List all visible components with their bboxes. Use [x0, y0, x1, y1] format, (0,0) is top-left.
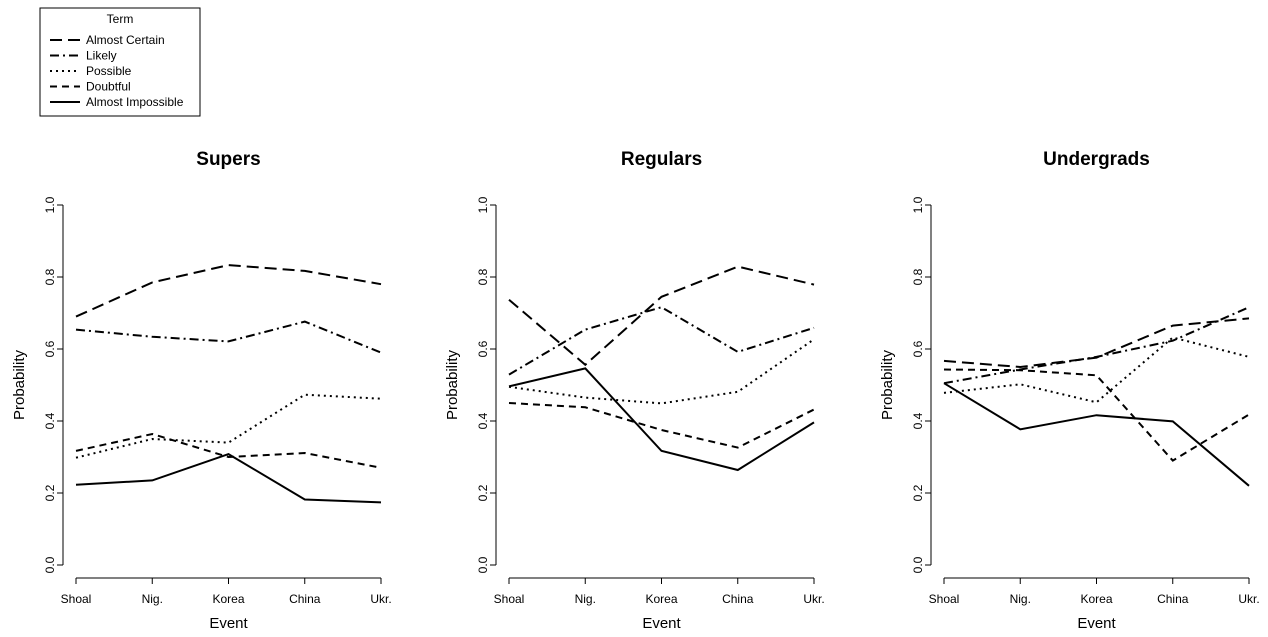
y-tick-label: 0.8 [476, 268, 490, 285]
x-tick-label: Ukr. [370, 592, 391, 606]
legend-title: Term [107, 12, 134, 26]
y-tick-label: 0.8 [43, 268, 57, 285]
legend-label-almost-impossible: Almost Impossible [86, 95, 184, 109]
y-tick-label: 0.0 [911, 556, 925, 573]
x-tick-label: Ukr. [803, 592, 824, 606]
series-line-likely [75, 320, 382, 354]
x-tick-label: Korea [212, 592, 244, 606]
y-tick-label: 0.6 [911, 340, 925, 357]
legend-label-doubtful: Doubtful [86, 80, 131, 94]
series-line-possible [508, 338, 815, 405]
y-tick-label: 0.4 [43, 412, 57, 429]
series-line-doubtful [75, 432, 382, 469]
panel-supers: Supers Shoal Nig. Korea China Ukr. Event 0.0 0.2… [11, 149, 392, 632]
x-tick-label: Nig. [142, 592, 163, 606]
y-tick-label: 0.2 [43, 484, 57, 501]
series-line-doubtful [943, 368, 1250, 462]
legend-label-possible: Possible [86, 64, 132, 78]
y-axis-label: Probability [444, 349, 461, 420]
x-tick-label: China [289, 592, 321, 606]
series-line-doubtful [508, 402, 815, 449]
y-tick-label: 1.0 [43, 196, 57, 213]
y-axis-label: Probability [11, 349, 28, 420]
x-tick-label: Ukr. [1238, 592, 1259, 606]
panel-title: Supers [196, 149, 260, 170]
series-line-likely [943, 306, 1250, 385]
y-tick-label: 0.2 [911, 484, 925, 501]
legend-label-likely: Likely [86, 49, 117, 63]
x-tick-label: Nig. [1010, 592, 1031, 606]
x-tick-label: Korea [1080, 592, 1112, 606]
x-tick-label: Korea [645, 592, 677, 606]
y-tick-label: 0.8 [911, 268, 925, 285]
x-tick-label: China [1157, 592, 1189, 606]
series-line-likely [508, 306, 815, 376]
panel-title: Undergrads [1043, 149, 1150, 170]
y-tick-label: 0.0 [43, 556, 57, 573]
series-line-almost-certain [943, 317, 1250, 369]
series-line-almost-certain [75, 264, 382, 318]
x-tick-label: Shoal [494, 592, 525, 606]
series-line-possible [75, 393, 382, 459]
y-tick-label: 0.6 [476, 340, 490, 357]
series-line-possible [943, 336, 1250, 404]
series-line-almost-impossible [508, 367, 815, 472]
series-line-almost-certain [508, 265, 815, 367]
y-tick-label: 0.0 [476, 556, 490, 573]
x-axis-label: Event [642, 615, 681, 632]
y-tick-label: 0.2 [476, 484, 490, 501]
legend-label-almost-certain: Almost Certain [86, 33, 165, 47]
x-tick-label: Nig. [575, 592, 596, 606]
y-axis-label: Probability [879, 349, 896, 420]
x-axis-label: Event [1077, 615, 1116, 632]
legend-box [39, 7, 201, 117]
y-tick-label: 0.4 [911, 412, 925, 429]
y-tick-label: 1.0 [476, 196, 490, 213]
series-line-almost-impossible [75, 453, 382, 504]
x-tick-label: Shoal [929, 592, 960, 606]
x-tick-label: China [722, 592, 754, 606]
x-tick-label: Shoal [61, 592, 92, 606]
panel-regulars: Regulars Shoal Nig. Korea China Ukr. Event 0.0 0… [444, 149, 825, 632]
panel-title: Regulars [621, 149, 702, 170]
y-tick-label: 0.6 [43, 340, 57, 357]
x-axis-label: Event [209, 615, 248, 632]
y-tick-label: 0.4 [476, 412, 490, 429]
panel-undergrads: Undergrads Shoal Nig. Korea China Ukr. Event 0.… [879, 149, 1260, 632]
y-tick-label: 1.0 [911, 196, 925, 213]
series-line-almost-impossible [943, 382, 1250, 487]
